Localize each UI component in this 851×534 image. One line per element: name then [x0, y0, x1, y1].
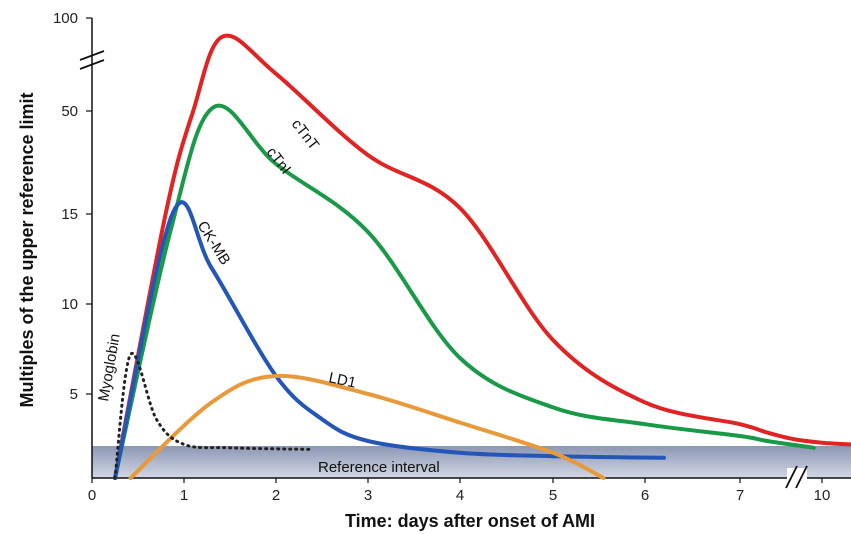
y-tick-label-0: 5: [70, 386, 78, 403]
x-axis-ticks: 0 1 2 3 4 5 6 7 10: [88, 478, 831, 504]
y-tick-label-2: 15: [61, 206, 78, 223]
series-line-ctni: [113, 103, 816, 480]
reference-interval-band: [92, 446, 851, 478]
x-tick-label-7: 7: [736, 487, 744, 504]
y-tick-label-3: 50: [61, 103, 78, 120]
reference-interval-label: Reference interval: [318, 459, 440, 476]
y-break-mark-1: [79, 50, 105, 61]
y-break-mark-2: [79, 59, 105, 70]
y-tick-label-1: 10: [61, 296, 78, 313]
x-axis-break: [785, 465, 808, 489]
x-tick-label-2: 2: [272, 487, 280, 504]
x-tick-label-4: 4: [456, 487, 464, 504]
series-label-ctnt: cTnT: [288, 116, 322, 153]
axes: [91, 18, 851, 479]
x-axis-title: Time: days after onset of AMI: [345, 511, 595, 531]
series-line-ld1: [128, 373, 606, 480]
x-break-gap: [787, 468, 807, 482]
x-tick-label-0: 0: [88, 487, 96, 504]
series-label-myoglobin: Myoglobin: [95, 332, 124, 402]
x-break-mark-2: [795, 465, 808, 489]
y-axis-title: Multiples of the upper reference limit: [17, 92, 37, 407]
x-tick-label-5: 5: [549, 487, 557, 504]
x-tick-label-8: 10: [814, 487, 831, 504]
series-line-ckmb: [113, 200, 666, 480]
x-tick-label-3: 3: [364, 487, 372, 504]
y-axis-ticks: 5 10 15 50 100: [53, 10, 92, 403]
x-break-mark-1: [785, 465, 798, 489]
x-tick-label-1: 1: [180, 487, 188, 504]
series-line-myoglobin: [113, 351, 315, 480]
y-tick-label-4: 100: [53, 10, 78, 27]
x-tick-label-6: 6: [641, 487, 649, 504]
series-line-ctnt: [113, 33, 851, 480]
y-axis-break: [79, 50, 105, 70]
series-lines: [113, 33, 851, 480]
series-label-ld1: LD1: [327, 369, 357, 391]
